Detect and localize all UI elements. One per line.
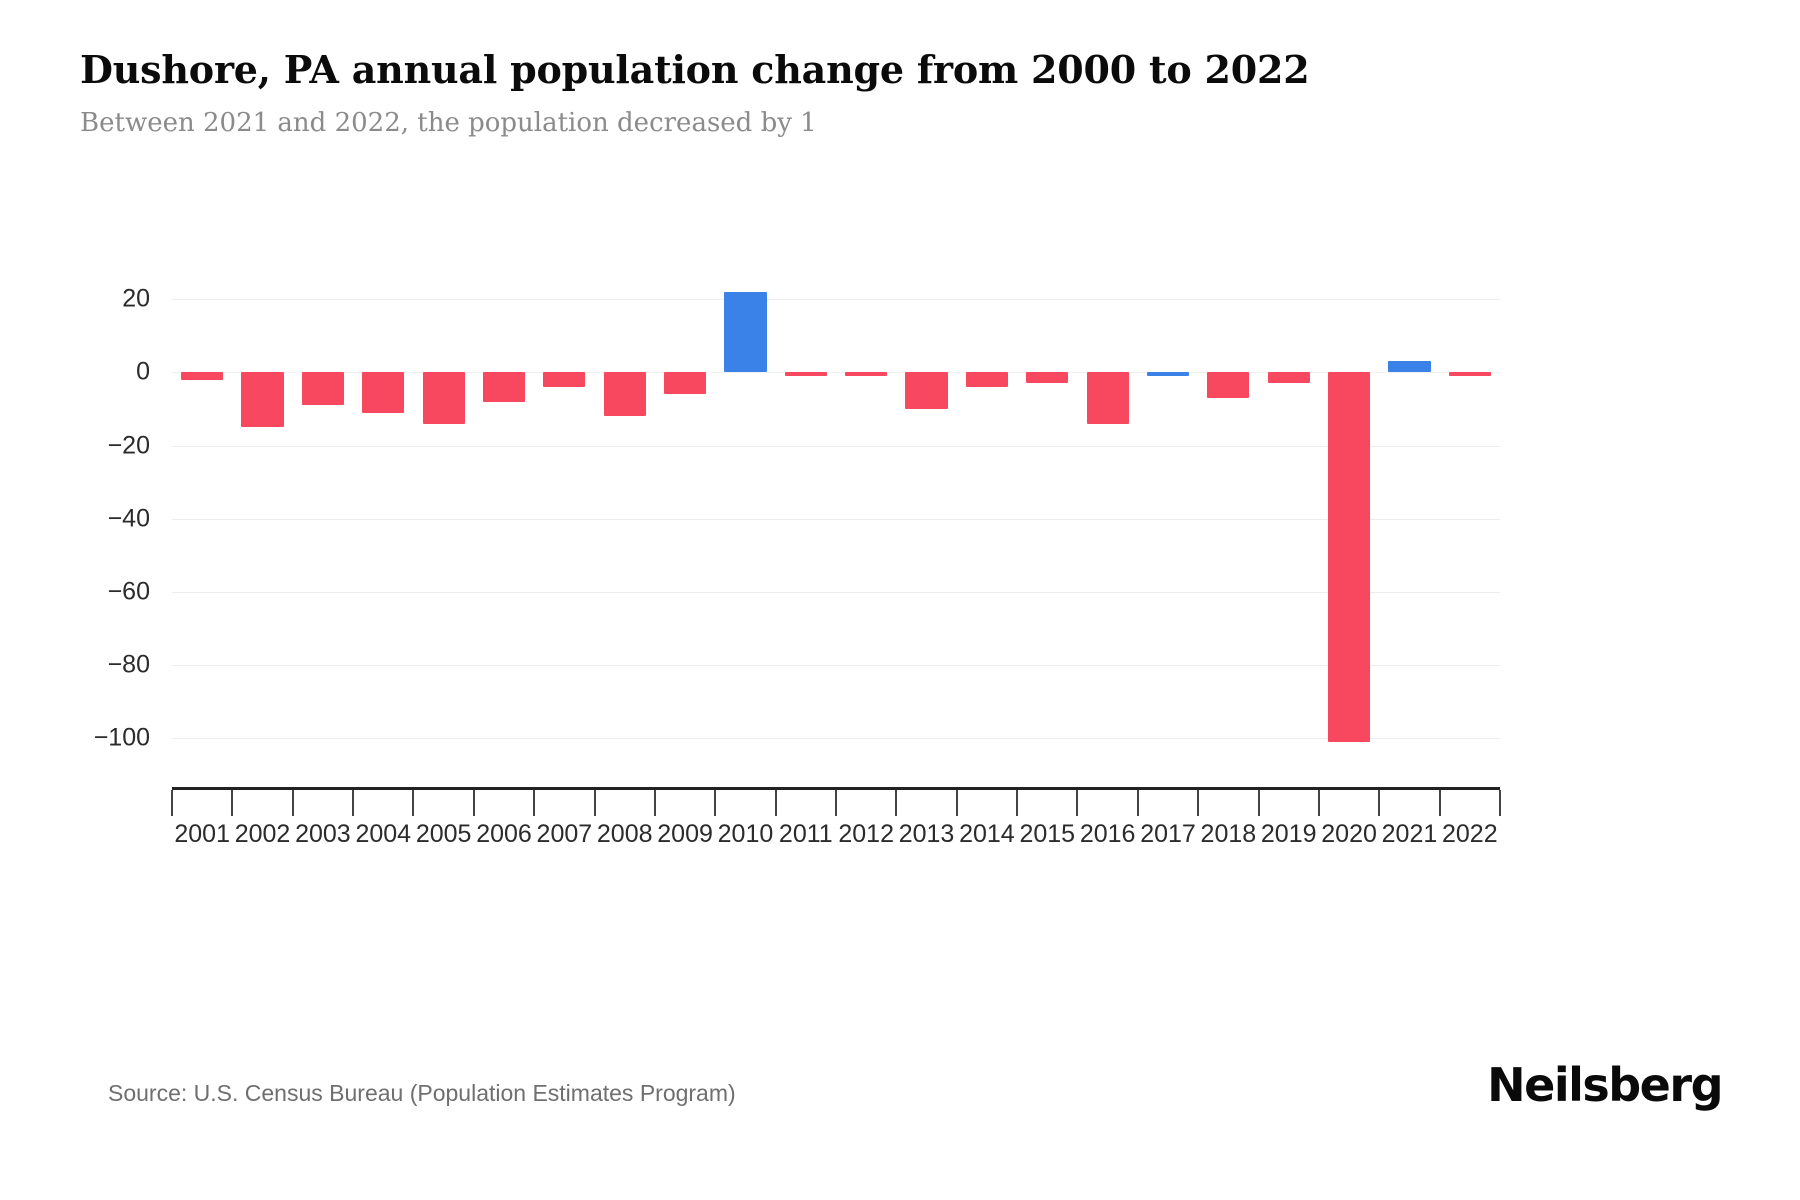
chart-header: Dushore, PA annual population change fro… bbox=[80, 48, 1720, 139]
bar-2002[interactable] bbox=[241, 372, 284, 428]
x-axis-tick-label: 2021 bbox=[1381, 820, 1438, 848]
x-axis-tick bbox=[1257, 790, 1260, 816]
x-axis-ticks-group bbox=[171, 790, 1501, 816]
bar-2017[interactable] bbox=[1146, 372, 1190, 377]
bar-2011[interactable] bbox=[784, 372, 827, 377]
bar-2005[interactable] bbox=[422, 372, 465, 424]
source-note: Source: U.S. Census Bureau (Population E… bbox=[108, 1080, 736, 1106]
x-axis-tick bbox=[352, 790, 355, 816]
gridline bbox=[172, 518, 1500, 520]
y-axis-tick-label: −60 bbox=[107, 577, 150, 606]
bar-2018[interactable] bbox=[1207, 372, 1250, 399]
bar-2015[interactable] bbox=[1026, 372, 1069, 384]
y-axis-tick-label: 20 bbox=[122, 284, 150, 313]
y-axis-tick-label: −80 bbox=[107, 650, 150, 679]
x-axis-tick-label: 2010 bbox=[717, 820, 774, 848]
x-axis-tick bbox=[1076, 790, 1079, 816]
x-axis-tick bbox=[895, 790, 898, 816]
plot-area: 20 0 −20 −40 −60 −80 −100 bbox=[94, 270, 1500, 775]
bar-2012[interactable] bbox=[845, 372, 888, 377]
x-axis-tick-label: 2007 bbox=[536, 820, 593, 848]
bar-2019[interactable] bbox=[1267, 372, 1310, 384]
bar-2013[interactable] bbox=[905, 372, 948, 410]
x-axis-tick bbox=[1317, 790, 1320, 816]
x-axis-tick bbox=[171, 790, 173, 816]
x-axis-tick bbox=[291, 790, 294, 816]
x-axis-tick-label: 2014 bbox=[959, 820, 1015, 848]
x-axis-tick bbox=[653, 790, 656, 816]
gridline bbox=[172, 299, 1500, 301]
bar-2021[interactable] bbox=[1388, 361, 1431, 373]
page-title: Dushore, PA annual population change fro… bbox=[80, 47, 1310, 92]
x-axis-tick-label: 2018 bbox=[1200, 820, 1257, 848]
bar-2001[interactable] bbox=[181, 372, 224, 380]
x-axis-labels-group: 2001 2002 2003 2004 2005 2006 2007 2008 2009 2010… bbox=[172, 820, 1500, 860]
y-axis-tick-label: 0 bbox=[136, 357, 150, 386]
x-axis-tick bbox=[1016, 790, 1019, 816]
bar-2007[interactable] bbox=[543, 372, 586, 388]
bar-2020[interactable] bbox=[1327, 372, 1371, 743]
bar-2016[interactable] bbox=[1086, 372, 1129, 424]
x-axis-tick bbox=[835, 790, 837, 816]
x-axis-tick-label: 2015 bbox=[1019, 820, 1076, 848]
x-axis-tick-label: 2011 bbox=[778, 820, 833, 848]
bar-2010[interactable] bbox=[724, 291, 767, 373]
x-axis-tick-label: 2006 bbox=[476, 820, 532, 848]
x-axis-tick bbox=[412, 790, 415, 816]
x-axis-tick bbox=[1499, 790, 1501, 816]
bar-2008[interactable] bbox=[603, 372, 646, 417]
gridline bbox=[172, 372, 1500, 374]
x-axis-tick bbox=[1136, 790, 1139, 816]
x-axis-tick-label: 2001 bbox=[174, 820, 230, 848]
x-axis-tick bbox=[714, 790, 717, 816]
x-axis-tick-label: 2002 bbox=[234, 820, 291, 848]
bar-2006[interactable] bbox=[482, 372, 526, 402]
bar-2009[interactable] bbox=[663, 372, 707, 395]
bar-2004[interactable] bbox=[362, 372, 405, 413]
bar-2003[interactable] bbox=[301, 372, 345, 406]
bar-2014[interactable] bbox=[965, 372, 1009, 388]
x-axis-tick-label: 2020 bbox=[1321, 820, 1377, 848]
gridline bbox=[172, 738, 1500, 740]
x-axis-line bbox=[172, 787, 1500, 790]
x-axis-tick-label: 2022 bbox=[1442, 820, 1498, 848]
y-axis-tick-label: −40 bbox=[107, 504, 150, 533]
x-axis-tick bbox=[1197, 790, 1200, 816]
gridline bbox=[172, 592, 1500, 594]
gridline bbox=[172, 445, 1500, 447]
y-axis-tick-label: −20 bbox=[107, 431, 150, 460]
x-axis-tick-label: 2013 bbox=[898, 820, 955, 848]
brand-logo: Neilsberg bbox=[1487, 1058, 1723, 1112]
x-axis-tick-label: 2016 bbox=[1079, 820, 1136, 848]
gridline bbox=[172, 665, 1500, 667]
x-axis-tick-label: 2004 bbox=[355, 820, 412, 848]
bar-2022[interactable] bbox=[1448, 372, 1491, 377]
x-axis-tick-label: 2019 bbox=[1260, 820, 1317, 848]
bars-group bbox=[172, 270, 1500, 775]
x-axis-tick bbox=[472, 790, 475, 816]
x-axis-tick bbox=[1438, 790, 1441, 816]
y-axis-tick-label: −100 bbox=[93, 723, 150, 752]
chart-subtitle: Between 2021 and 2022, the population de… bbox=[80, 107, 817, 138]
x-axis-tick-label: 2009 bbox=[657, 820, 713, 848]
x-axis-tick bbox=[533, 790, 536, 816]
x-axis-tick bbox=[593, 790, 596, 816]
x-axis-tick bbox=[955, 790, 958, 816]
x-axis-tick bbox=[1378, 790, 1381, 816]
x-axis-tick-label: 2012 bbox=[838, 820, 894, 848]
x-axis-tick-label: 2003 bbox=[295, 820, 351, 848]
x-axis-tick-label: 2017 bbox=[1140, 820, 1196, 848]
x-axis-tick bbox=[231, 790, 234, 816]
x-axis-tick-label: 2005 bbox=[415, 820, 472, 848]
x-axis-tick-label: 2008 bbox=[596, 820, 653, 848]
x-axis-tick bbox=[774, 790, 777, 816]
